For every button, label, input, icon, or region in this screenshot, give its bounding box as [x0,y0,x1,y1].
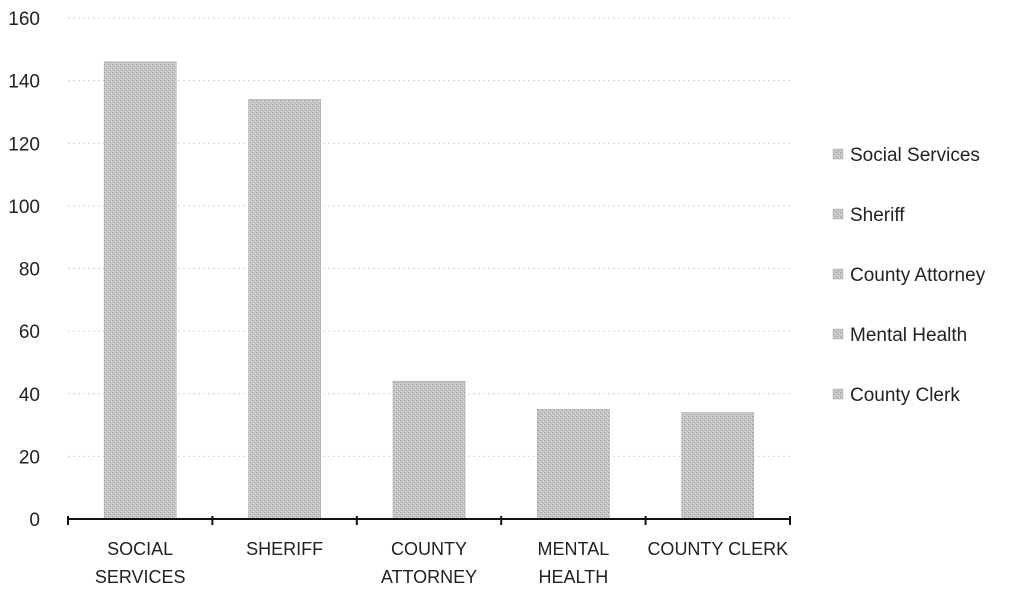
x-category-label: COUNTY CLERK [647,539,788,559]
axes [67,516,791,525]
y-tick-label: 0 [29,510,40,531]
y-tick-label: 120 [8,134,40,155]
legend-swatch [832,268,844,280]
legend-swatch [832,328,844,340]
bar [681,412,755,520]
bar [392,380,466,520]
bar [103,61,177,520]
legend-swatch [832,208,844,220]
legend-label: Mental Health [850,325,967,346]
legend-label: County Clerk [850,385,960,406]
legend: Social Services Sheriff County Attorney Men… [832,145,986,406]
y-tick-label: 140 [8,72,40,93]
y-tick-label: 80 [19,260,40,281]
x-category-label: COUNTY ATTORNEY [381,539,477,587]
y-axis-tick-labels: 0 20 40 60 80 100 120 140 160 [8,9,40,531]
y-tick-label: 160 [8,9,40,30]
x-axis-category-labels: SOCIAL SERVICES SHERIFF COUNTY ATTORNEY MENTA… [95,539,788,587]
legend-swatch [832,148,844,160]
bar [537,409,610,520]
gridlines [68,17,790,457]
legend-label: County Attorney [850,265,986,286]
legend-label: Social Services [850,145,980,166]
y-tick-label: 20 [19,447,40,468]
x-category-label: MENTAL HEALTH [538,539,610,587]
x-category-label: SOCIAL SERVICES [95,539,186,587]
y-tick-label: 60 [19,322,40,343]
legend-label: Sheriff [850,205,905,226]
y-tick-label: 40 [19,385,40,406]
x-category-label: SHERIFF [246,539,323,559]
legend-swatch [832,388,844,400]
y-tick-label: 100 [8,197,40,218]
bars [103,61,755,520]
bar [248,99,321,520]
